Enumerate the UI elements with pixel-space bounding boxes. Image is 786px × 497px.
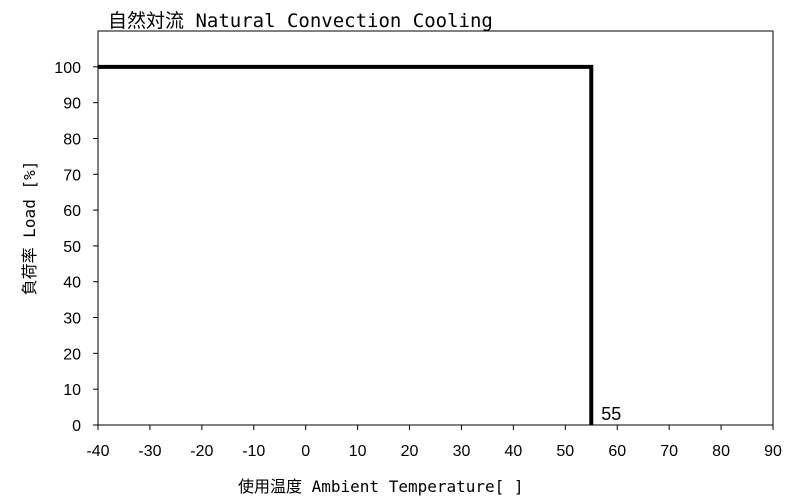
x-tick-label: -20 [190,443,213,460]
y-tick-label: 40 [63,275,81,292]
x-tick-label: 10 [349,443,367,460]
y-tick-label: 70 [63,167,81,184]
x-tick-label: 30 [453,443,471,460]
x-tick-label: -10 [242,443,265,460]
x-tick-label: 50 [556,443,574,460]
x-tick-label: -30 [138,443,161,460]
x-tick-label: 20 [401,443,419,460]
x-axis-ticks: -40 -30 -20 -10 0 10 20 30 40 50 60 70 80 90 [86,425,782,460]
annotation-label: 55 [601,404,621,424]
x-axis-label: 使用温度 Ambient Temperature[ ] [238,477,524,496]
x-tick-label: 80 [712,443,730,460]
series-line [98,64,594,425]
series-layer [98,64,594,425]
x-tick-label: 40 [504,443,522,460]
x-tick-label: 0 [301,443,310,460]
plot-area [97,30,774,426]
y-axis-label: 負荷率 Load [%] [20,161,39,296]
x-tick-label: 70 [660,443,678,460]
y-tick-label: 90 [63,96,81,113]
annotation-layer: 55 [601,404,621,424]
y-tick-label: 10 [63,382,81,399]
y-tick-label: 50 [63,239,81,256]
x-tick-label: -40 [86,443,109,460]
y-axis-ticks: 0 10 20 30 40 50 60 70 80 90 100 [54,60,98,435]
x-tick-label: 60 [608,443,626,460]
y-tick-label: 60 [63,203,81,220]
chart-title: 自然対流 Natural Convection Cooling [108,10,493,32]
y-tick-label: 100 [54,60,81,77]
y-tick-label: 20 [63,346,81,363]
x-tick-label: 90 [764,443,782,460]
y-tick-label: 80 [63,131,81,148]
y-tick-label: 30 [63,311,81,328]
y-tick-label: 0 [72,418,81,435]
